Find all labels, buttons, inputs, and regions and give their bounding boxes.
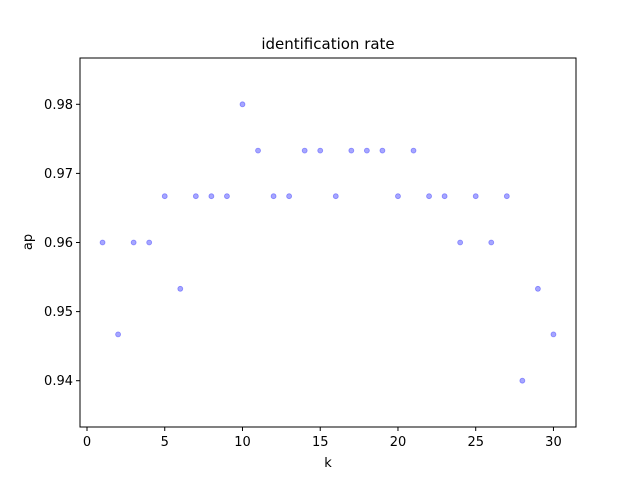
y-axis-label: ap [21, 234, 36, 250]
data-point [99, 239, 106, 246]
data-point [363, 147, 370, 154]
y-tick-label: 0.95 [44, 305, 73, 320]
data-point [161, 193, 168, 200]
y-axis-ticks: 0.94 0.95 0.96 0.97 0.98 [44, 98, 80, 389]
data-point [130, 239, 137, 246]
x-tick-label: 0 [83, 435, 91, 450]
y-tick-label: 0.97 [44, 167, 73, 182]
data-point [488, 239, 495, 246]
data-point [441, 193, 448, 200]
data-point [115, 331, 121, 338]
data-point [286, 193, 293, 200]
x-axis-ticks: 0 5 10 15 20 25 30 [83, 427, 562, 450]
x-axis-label: k [324, 456, 332, 471]
y-tick-label: 0.98 [44, 98, 73, 113]
data-point [472, 193, 479, 200]
x-tick-label: 25 [467, 435, 484, 450]
data-point [255, 147, 261, 154]
data-point [348, 147, 355, 154]
data-point [239, 101, 246, 108]
data-point [332, 193, 339, 200]
data-point [503, 193, 510, 200]
x-tick-label: 15 [312, 435, 329, 450]
x-tick-label: 10 [234, 435, 251, 450]
y-tick-label: 0.96 [44, 236, 73, 251]
data-point [550, 331, 557, 338]
x-tick-label: 5 [161, 435, 169, 450]
data-point [535, 285, 541, 292]
data-point [379, 147, 386, 154]
data-point [208, 193, 215, 200]
data-point [301, 147, 308, 154]
data-point [224, 193, 230, 200]
data-points [99, 101, 557, 384]
data-point [519, 377, 526, 384]
data-point [270, 193, 277, 200]
data-point [146, 239, 153, 246]
x-tick-label: 30 [545, 435, 562, 450]
data-point [426, 193, 432, 200]
chart-title: identification rate [261, 35, 394, 53]
data-point [457, 239, 464, 246]
data-point [410, 147, 417, 154]
data-point [317, 147, 324, 154]
data-point [192, 193, 199, 200]
y-tick-label: 0.94 [44, 374, 73, 389]
data-point [177, 285, 184, 292]
data-point [395, 193, 401, 200]
x-tick-label: 20 [390, 435, 407, 450]
